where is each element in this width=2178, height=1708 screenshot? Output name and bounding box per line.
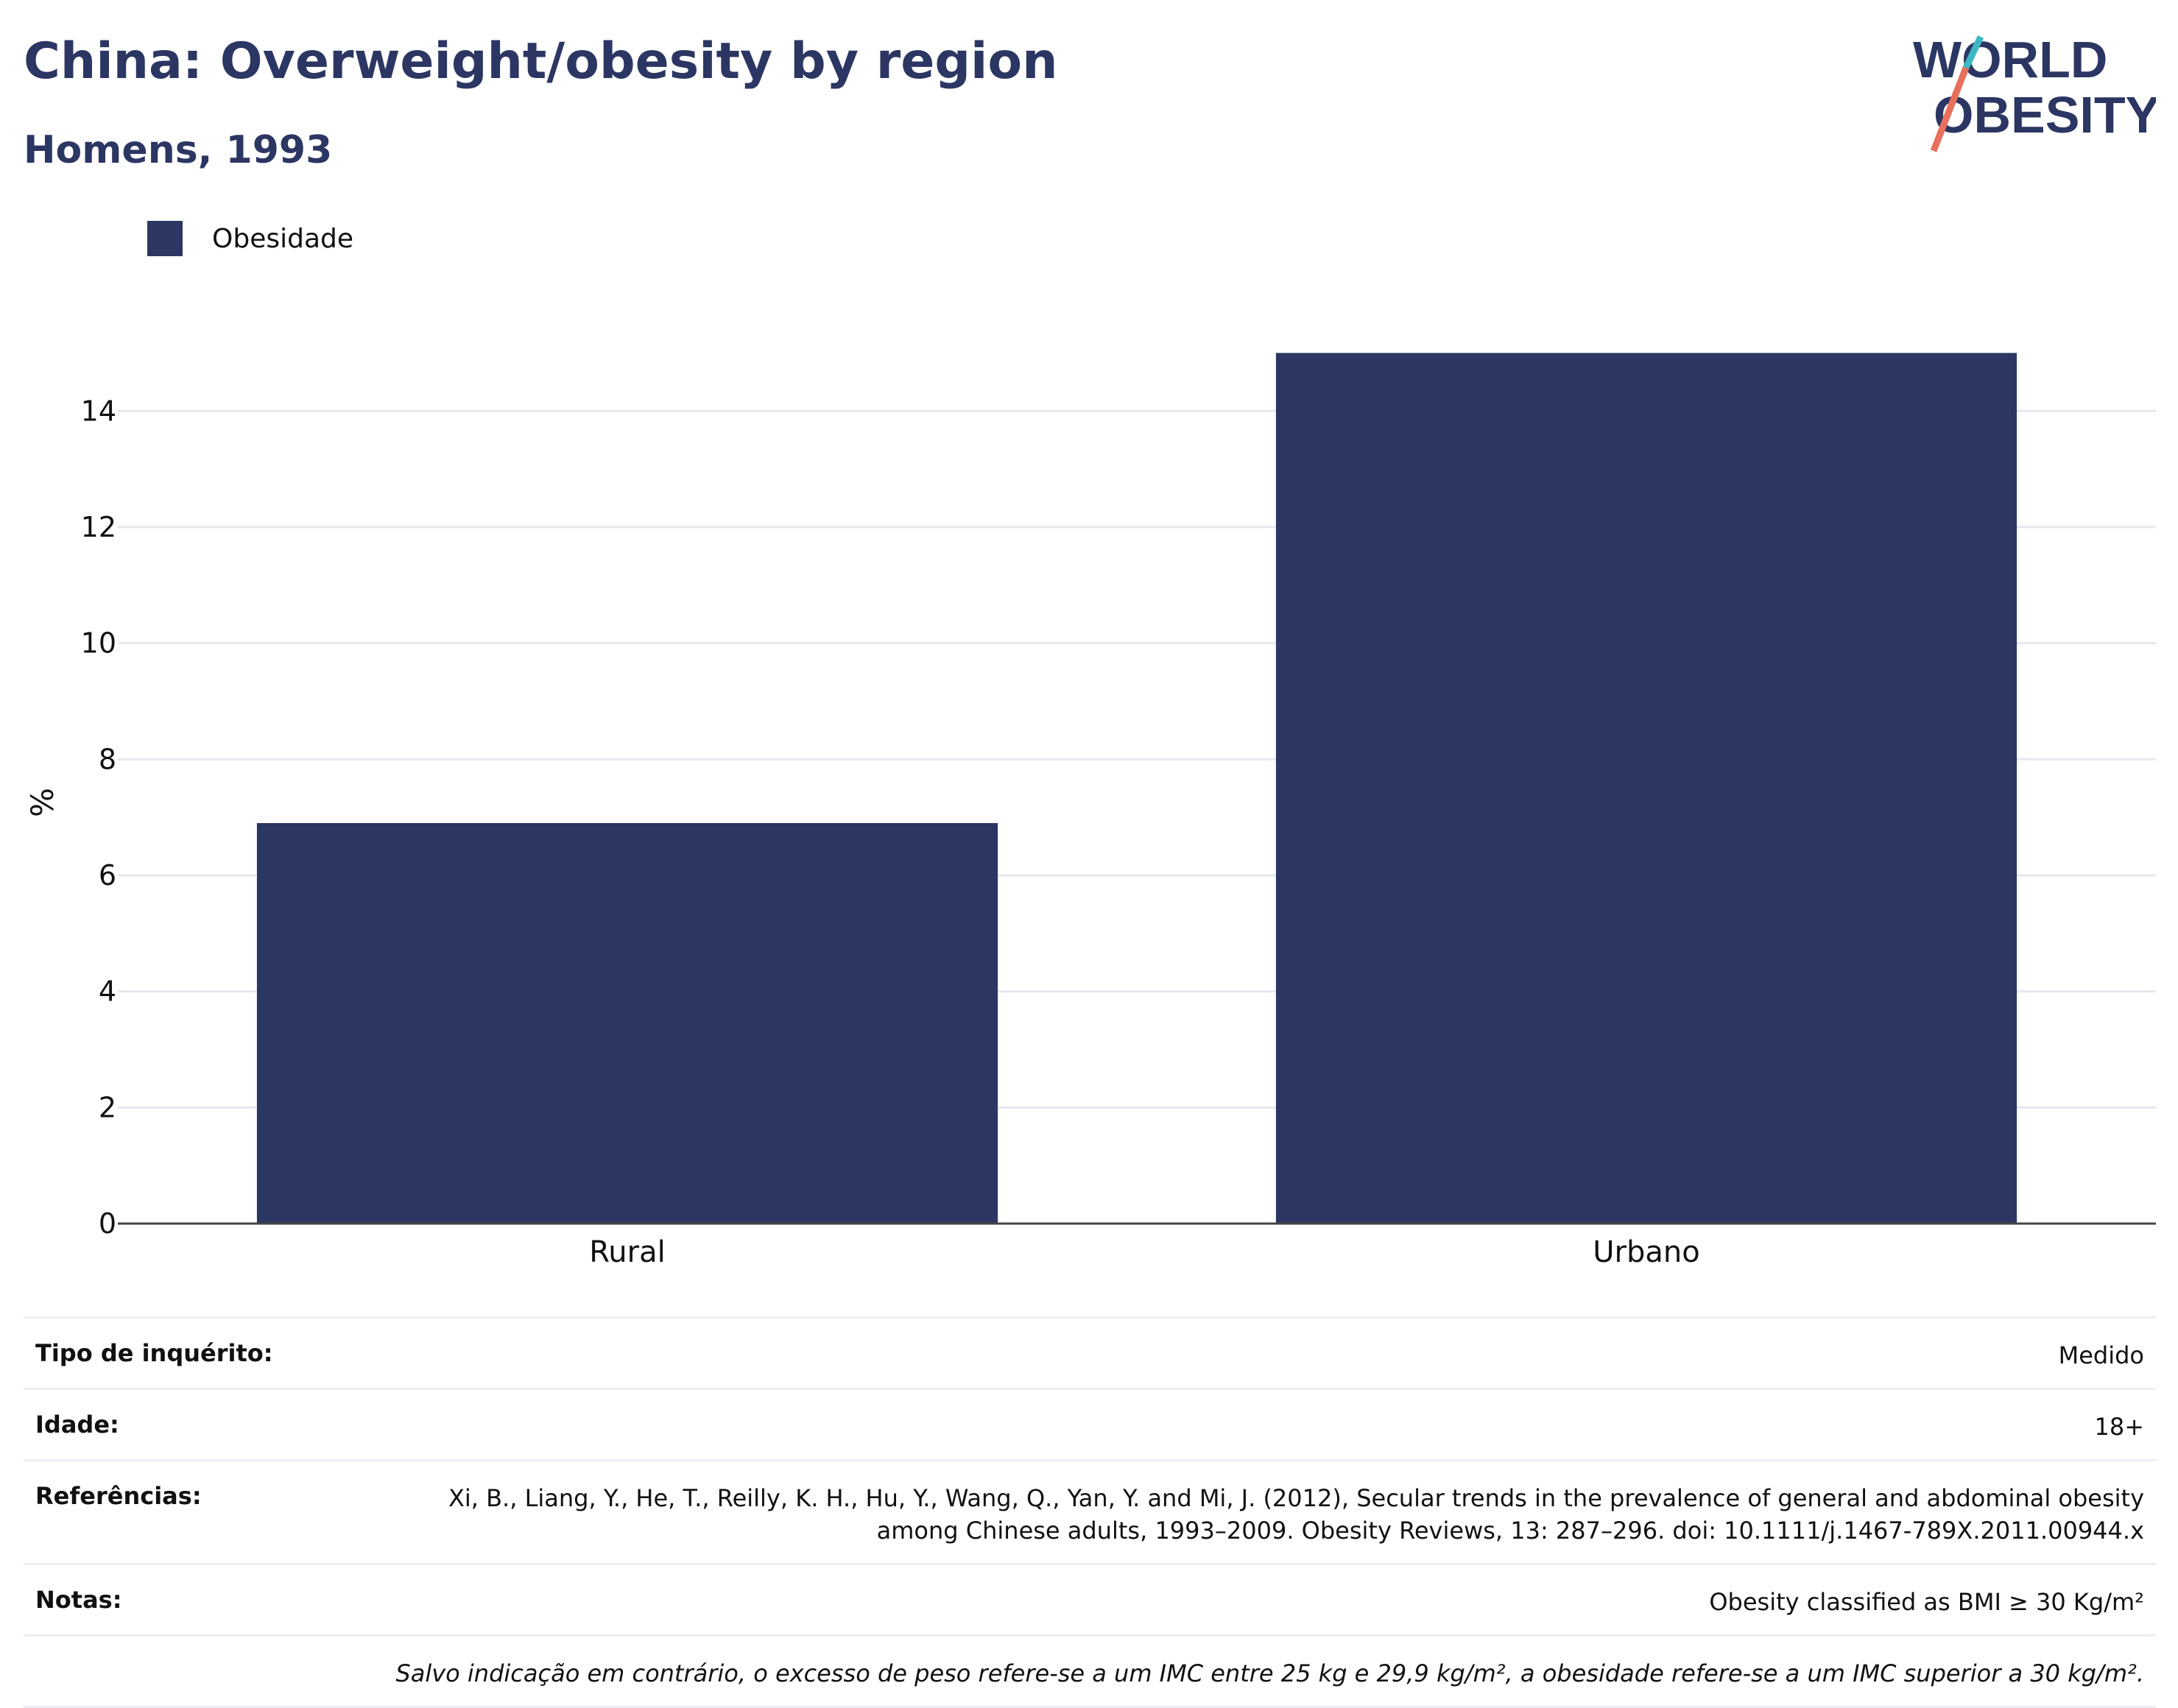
legend-label-obesidade: Obesidade [212, 223, 354, 254]
notes-value: Obesity classified as BMI ≥ 30 Kg/m² [1709, 1588, 2144, 1616]
bar-urbano [1275, 353, 2017, 1224]
y-tick-label: 10 [81, 627, 116, 660]
y-tick-label: 14 [81, 395, 116, 427]
chart-title: China: Overweight/obesity by region [24, 32, 1058, 91]
info-row-survey: Tipo de inquérito: Medido [24, 1316, 2156, 1388]
references-value: Xi, B., Liang, Y., He, T., Reilly, K. H.… [448, 1484, 2144, 1545]
y-tick-label: 4 [99, 975, 116, 1008]
info-row-footnote: Salvo indicação em contrário, o excesso … [24, 1634, 2156, 1708]
x-tick-label: Rural [589, 1235, 665, 1269]
bar-chart: 0 2 4 6 8 10 12 14 Rural Urbano % [24, 353, 2156, 1269]
y-tick-label: 2 [99, 1091, 116, 1123]
legend[interactable]: Obesidade [147, 219, 353, 258]
info-row-notes: Notas: Obesity classified as BMI ≥ 30 Kg… [24, 1563, 2156, 1634]
notes-label: Notas: [35, 1586, 122, 1614]
age-value: 18+ [2094, 1413, 2144, 1441]
info-row-references: Referências: Xi, B., Liang, Y., He, T., … [24, 1459, 2156, 1563]
logo-line2: OBESITY [1934, 86, 2156, 144]
age-label: Idade: [35, 1411, 119, 1439]
info-table: Tipo de inquérito: Medido Idade: 18+ Ref… [24, 1316, 2156, 1708]
logo-line1: WORLD [1913, 31, 2107, 88]
y-axis-label: % [24, 788, 60, 817]
chart-subtitle: Homens, 1993 [24, 128, 333, 172]
y-tick-labels: 0 2 4 6 8 10 12 14 [81, 395, 116, 1240]
bars [256, 353, 2017, 1224]
legend-swatch-obesidade [147, 221, 183, 256]
y-tick-label: 8 [99, 743, 116, 775]
info-row-age: Idade: 18+ [24, 1388, 2156, 1459]
logo-slash-teal [1962, 35, 1984, 69]
y-tick-label: 12 [81, 511, 116, 543]
x-tick-label: Urbano [1593, 1235, 1699, 1269]
references-label: Referências: [35, 1482, 202, 1510]
world-obesity-logo: WORLD OBESITY [1913, 31, 2156, 152]
x-tick-labels: Rural Urbano [589, 1235, 1699, 1269]
logo-slash-coral [1930, 66, 1970, 152]
y-tick-label: 0 [99, 1207, 116, 1240]
y-tick-label: 6 [99, 859, 116, 892]
survey-type-value: Medido [2058, 1341, 2144, 1369]
bar-rural [256, 823, 998, 1224]
footnote: Salvo indicação em contrário, o excesso … [395, 1659, 2144, 1687]
survey-type-label: Tipo de inquérito: [35, 1339, 273, 1367]
